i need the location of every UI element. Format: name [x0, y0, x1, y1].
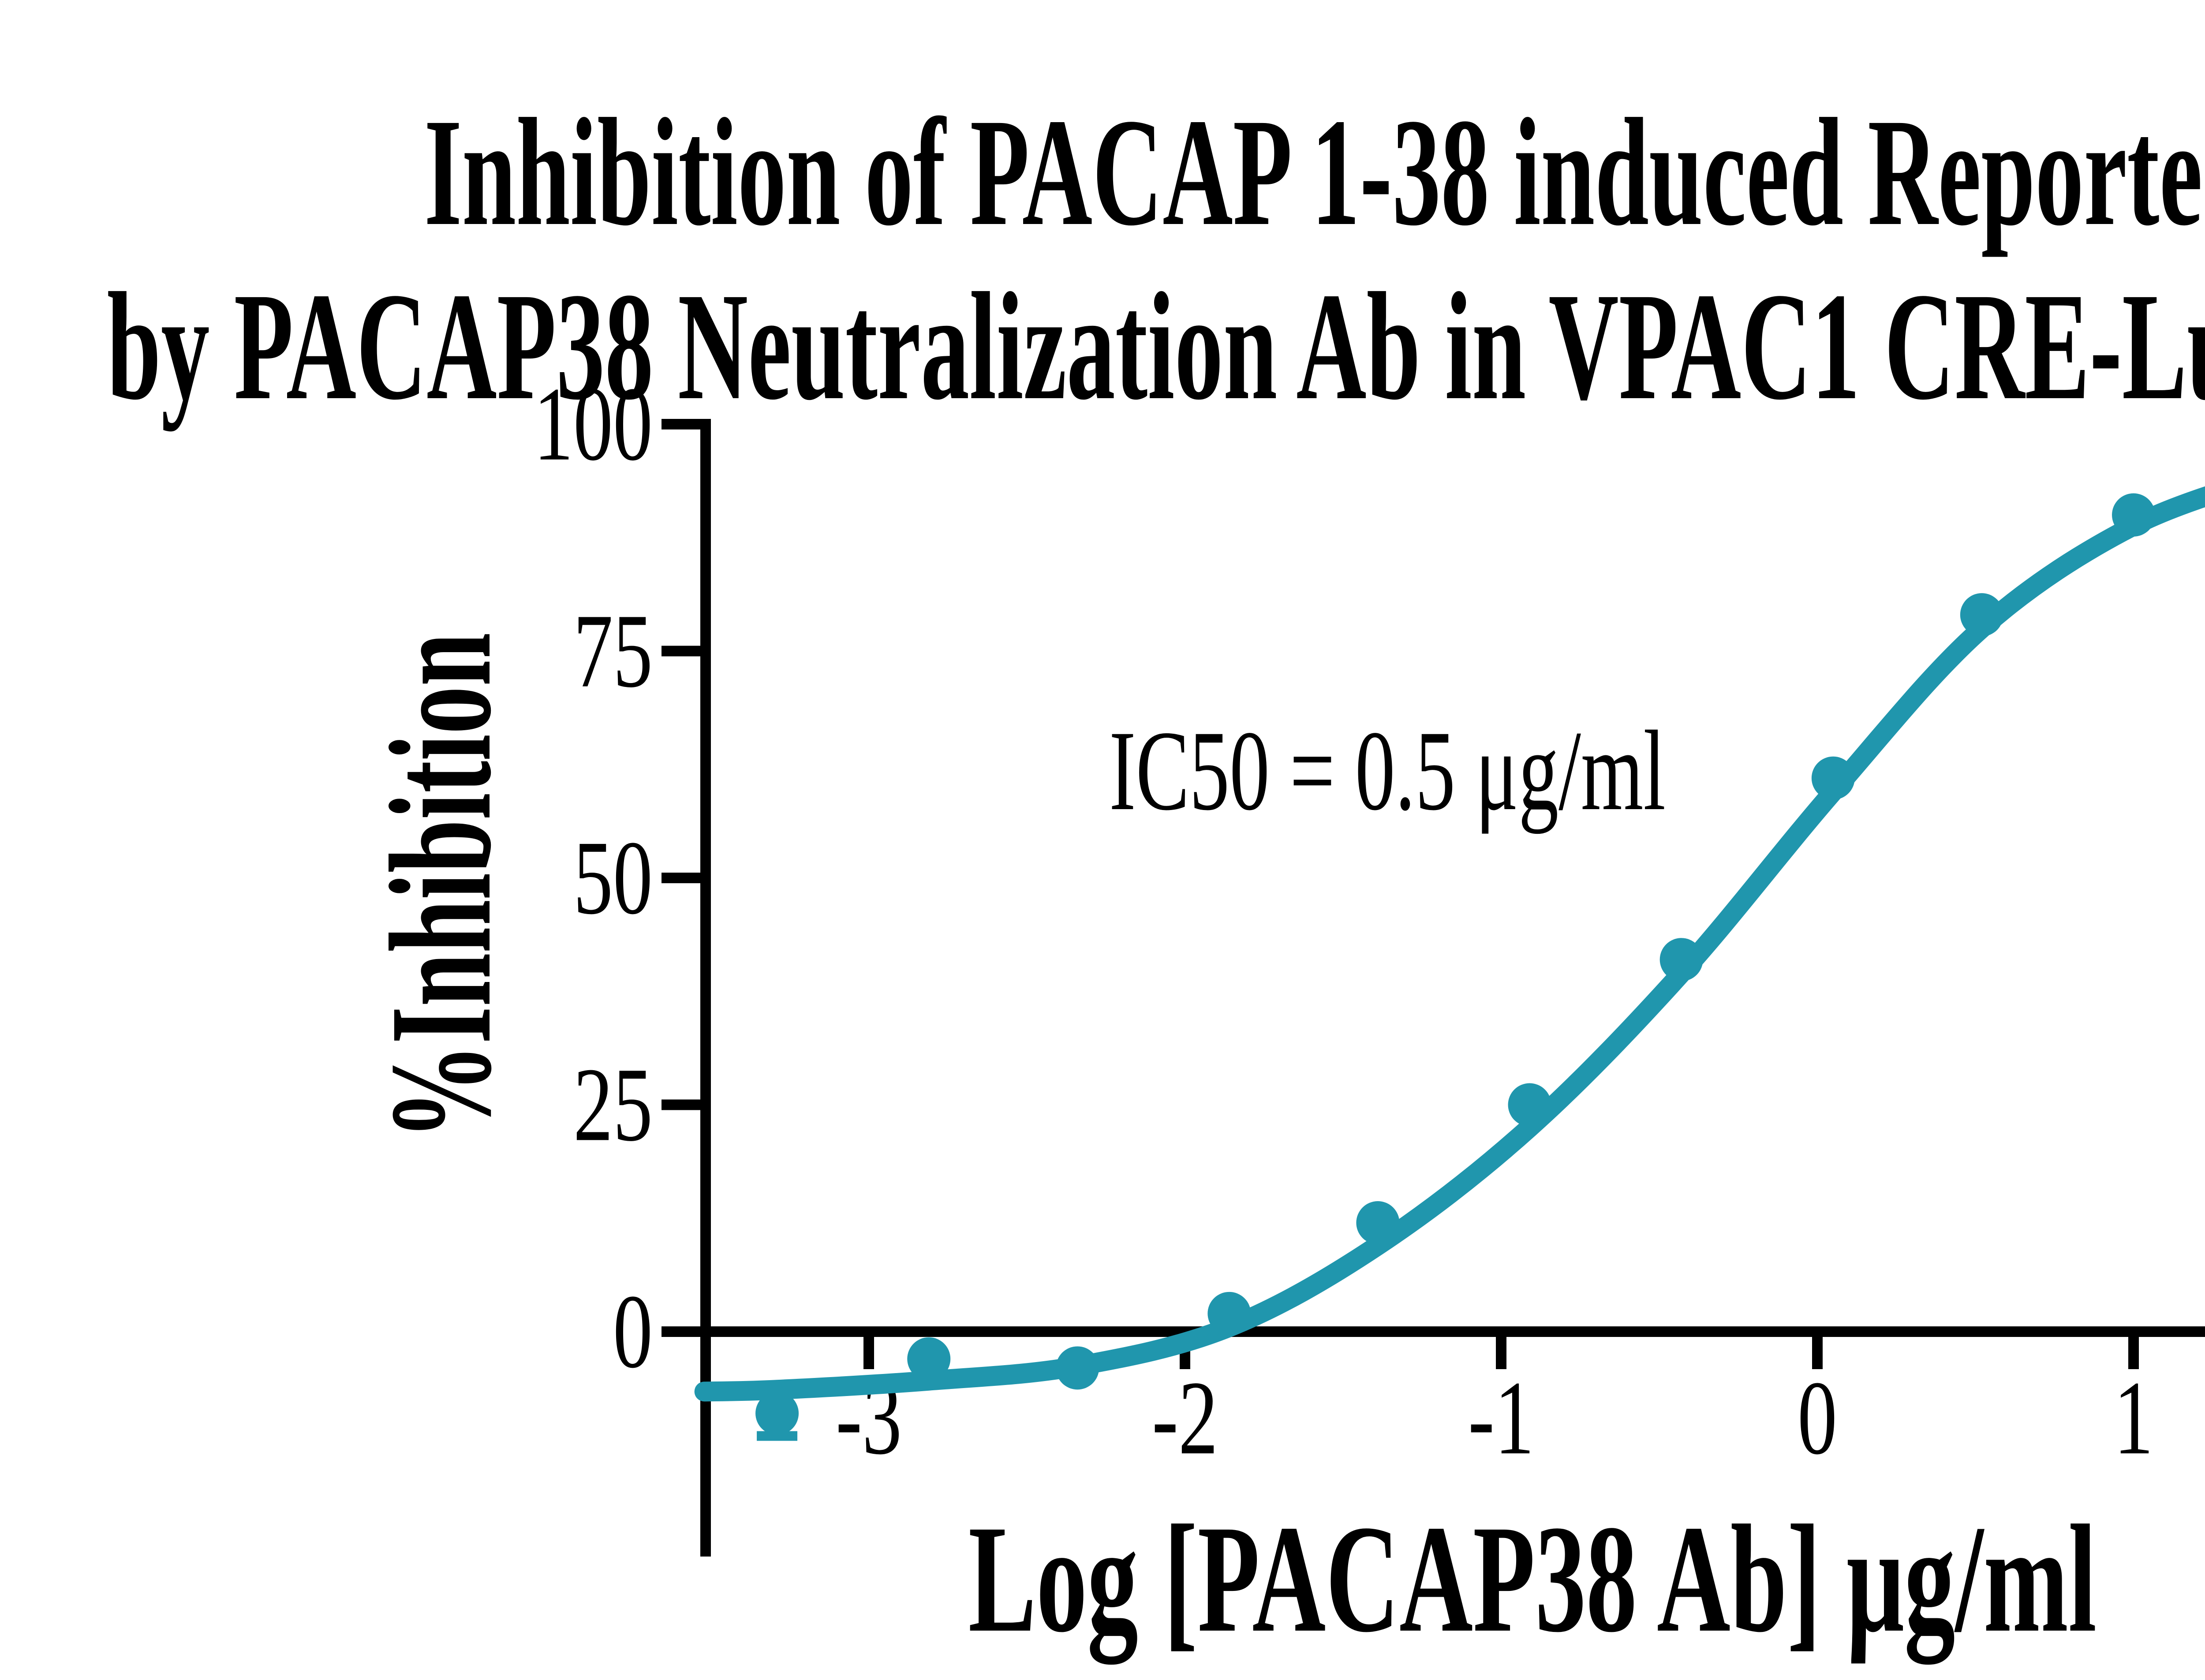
y-tick-label: 50 [573, 819, 653, 936]
x-tick-label: 1 [2114, 1359, 2153, 1476]
x-axis-label: Log [PACAP38 Ab] μg/ml [968, 1493, 2097, 1664]
y-tick-label: 75 [573, 592, 653, 709]
data-point [1356, 1201, 1400, 1245]
fit-curve [694, 486, 2205, 1402]
x-tick-label: -2 [1152, 1359, 1218, 1476]
data-point [907, 1337, 951, 1381]
x-tick-label: 0 [1798, 1359, 1837, 1476]
data-point [1207, 1292, 1251, 1335]
chart-title-line1: Inhibition of PACAP 1-38 induced Reporte… [424, 86, 2205, 258]
data-point [2112, 493, 2155, 537]
ic50-annotation: IC50 = 0.5 μg/ml [1109, 707, 1666, 834]
y-tick-label: 25 [573, 1046, 653, 1163]
x-tick-label: -1 [1468, 1359, 1534, 1476]
y-tick-label: 100 [534, 365, 653, 482]
y-tick-label: 0 [613, 1273, 653, 1390]
chart-title-line2: by PACAP38 Neutralization Ab in VPAC1 CR… [107, 261, 2205, 432]
data-point [1811, 756, 1855, 800]
data-point [755, 1392, 799, 1435]
data-point [1056, 1346, 1099, 1390]
y-axis-label: %Inhibition [360, 632, 521, 1140]
data-point [1508, 1083, 1551, 1127]
data-point [1659, 938, 1703, 982]
data-point [1960, 593, 2003, 637]
